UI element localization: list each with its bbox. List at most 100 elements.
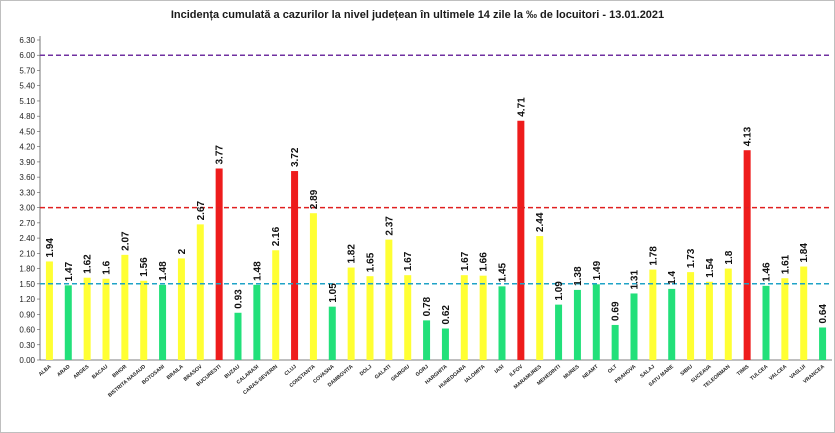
bar bbox=[573, 289, 581, 360]
chart-title: Incidența cumulată a cazurilor la nivel … bbox=[170, 9, 665, 21]
category-label: CARAS-SEVERIN bbox=[242, 364, 279, 396]
data-label: 1.8 bbox=[724, 250, 735, 264]
bar bbox=[498, 286, 506, 360]
y-tick-label: 5.70 bbox=[19, 66, 35, 75]
data-label: 1.82 bbox=[347, 244, 358, 264]
data-label: 1.4 bbox=[667, 271, 678, 285]
y-tick-label: 3.90 bbox=[19, 158, 35, 167]
data-label: 1.84 bbox=[799, 243, 810, 263]
category-label: ALBA bbox=[38, 364, 53, 378]
data-label: 3.72 bbox=[290, 147, 301, 167]
bar bbox=[234, 312, 242, 360]
category-label: VRANCEA bbox=[802, 364, 826, 385]
y-tick-label: 0.30 bbox=[19, 341, 35, 350]
y-tick-label: 1.80 bbox=[19, 265, 35, 274]
bar bbox=[724, 268, 732, 360]
data-label: 2.44 bbox=[535, 212, 546, 232]
category-label: VALCEA bbox=[768, 364, 788, 382]
data-label: 2.89 bbox=[309, 189, 320, 209]
data-label: 1.66 bbox=[479, 252, 490, 272]
data-label: 1.54 bbox=[705, 258, 716, 278]
data-label: 1.73 bbox=[686, 248, 697, 268]
category-label: MURES bbox=[563, 364, 582, 381]
y-tick-label: 2.10 bbox=[19, 249, 35, 258]
category-label: TULCEA bbox=[749, 364, 769, 382]
category-label: CLUJ bbox=[284, 364, 298, 377]
y-tick-label: 3.30 bbox=[19, 188, 35, 197]
bar bbox=[196, 224, 204, 360]
data-label: 1.67 bbox=[460, 251, 471, 271]
bar bbox=[385, 239, 393, 360]
data-label: 2 bbox=[177, 248, 188, 254]
category-label: BACAU bbox=[91, 364, 109, 381]
bar bbox=[649, 269, 657, 360]
data-label: 1.47 bbox=[64, 261, 75, 281]
data-label: 1.05 bbox=[328, 283, 339, 303]
bar bbox=[460, 275, 468, 360]
data-label: 1.62 bbox=[83, 254, 94, 274]
bar bbox=[423, 320, 431, 360]
data-label: 1.94 bbox=[45, 238, 56, 258]
bar bbox=[45, 261, 53, 360]
bar bbox=[272, 250, 280, 360]
category-label: DOLJ bbox=[359, 364, 374, 378]
data-label: 2.67 bbox=[196, 200, 207, 220]
data-label: 4.13 bbox=[743, 126, 754, 146]
data-label: 1.48 bbox=[158, 261, 169, 281]
y-tick-label: 2.70 bbox=[19, 219, 35, 228]
y-tick-label: 0.60 bbox=[19, 326, 35, 335]
data-label: 1.65 bbox=[366, 252, 377, 272]
data-label: 2.37 bbox=[384, 216, 395, 236]
bar bbox=[762, 285, 770, 360]
data-label: 1.56 bbox=[139, 257, 150, 277]
data-label: 0.78 bbox=[422, 296, 433, 316]
bar bbox=[630, 293, 638, 360]
category-label: BIHOR bbox=[111, 364, 128, 380]
data-label: 1.45 bbox=[498, 262, 509, 282]
bar bbox=[83, 277, 91, 360]
data-label: 1.78 bbox=[648, 246, 659, 266]
bar bbox=[159, 284, 167, 360]
data-label: 1.6 bbox=[102, 260, 113, 274]
bar bbox=[291, 171, 299, 360]
y-tick-label: 2.40 bbox=[19, 234, 35, 243]
y-tick-label: 4.20 bbox=[19, 143, 35, 152]
bar bbox=[366, 276, 374, 360]
bar bbox=[611, 324, 619, 360]
category-label: IASI bbox=[494, 364, 506, 375]
bar bbox=[668, 288, 676, 360]
y-tick-label: 3.60 bbox=[19, 173, 35, 182]
y-tick-label: 3.00 bbox=[19, 204, 35, 213]
y-tick-label: 5.10 bbox=[19, 97, 35, 106]
category-label: OLT bbox=[607, 363, 619, 375]
data-label: 0.64 bbox=[818, 304, 829, 324]
data-label: 1.48 bbox=[252, 261, 263, 281]
data-label: 1.31 bbox=[630, 270, 641, 290]
bar bbox=[347, 267, 355, 360]
bar bbox=[253, 284, 261, 360]
bar bbox=[555, 304, 563, 360]
category-label: SALAJ bbox=[639, 364, 656, 380]
category-label: PRAHOVA bbox=[614, 364, 638, 385]
category-label: TIMIS bbox=[736, 364, 751, 378]
data-label: 0.62 bbox=[441, 305, 452, 325]
bar bbox=[517, 120, 525, 360]
bar bbox=[781, 278, 789, 360]
y-tick-label: 6.00 bbox=[19, 51, 35, 60]
category-label: ARAD bbox=[56, 364, 72, 378]
y-tick-label: 0.00 bbox=[19, 356, 35, 365]
bar bbox=[743, 150, 751, 360]
y-tick-label: 4.80 bbox=[19, 112, 35, 121]
bar bbox=[102, 278, 110, 360]
bar bbox=[441, 328, 449, 360]
data-label: 4.71 bbox=[516, 97, 527, 117]
data-label: 0.93 bbox=[234, 289, 245, 309]
bar bbox=[536, 236, 544, 360]
data-label: 1.46 bbox=[762, 262, 773, 282]
bar bbox=[309, 213, 317, 360]
category-label: IALOMITA bbox=[464, 364, 487, 385]
bar bbox=[705, 281, 713, 360]
category-label: GIURGIU bbox=[390, 364, 411, 383]
